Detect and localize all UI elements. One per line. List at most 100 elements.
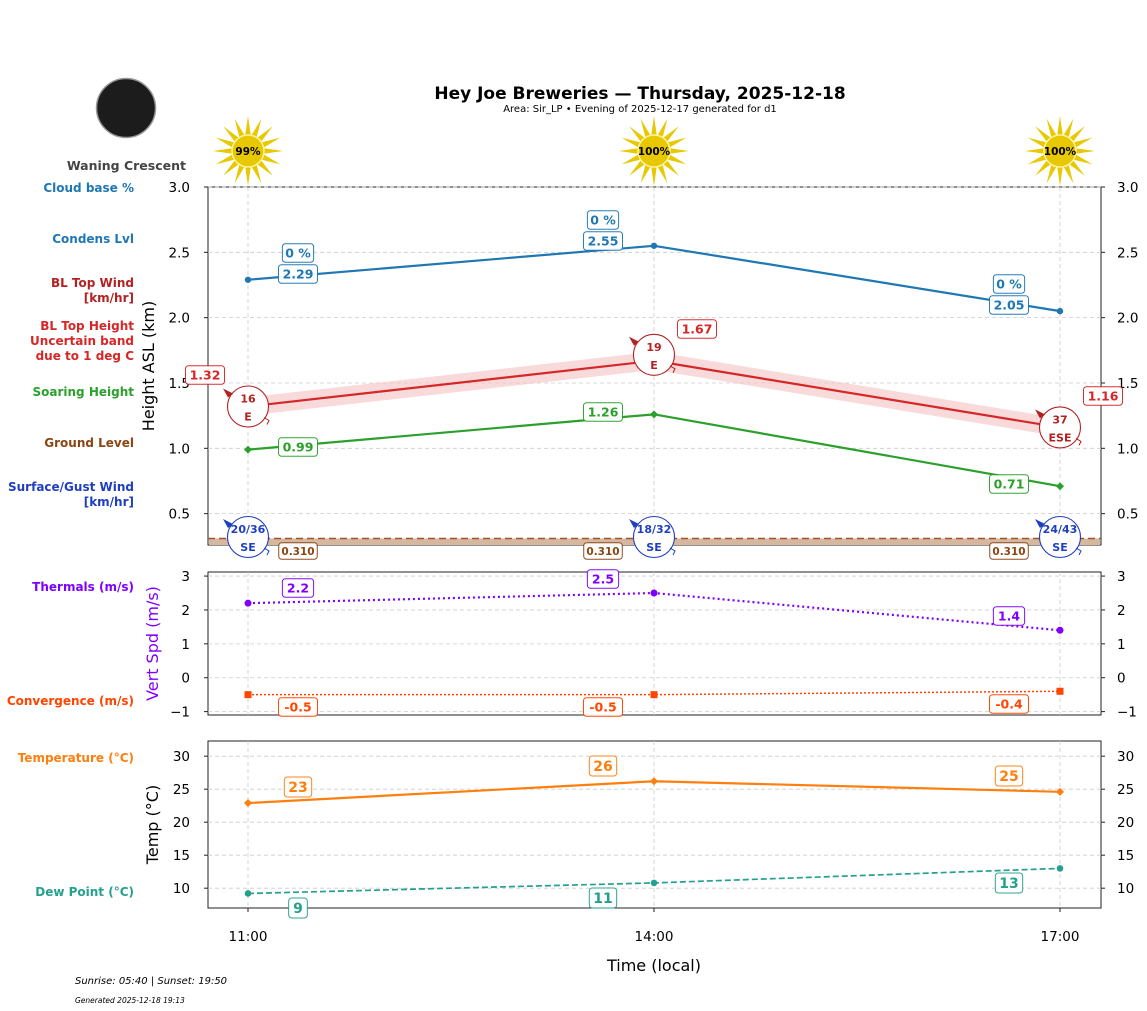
- thermals-label: 2.5: [592, 572, 614, 587]
- legend-label: due to 1 deg C: [36, 349, 135, 363]
- x-tick-label: 14:00: [635, 929, 674, 945]
- wind-arrow-icon: [1035, 409, 1045, 419]
- condens-level-label-box: [278, 264, 318, 284]
- dewpoint-point: [1056, 865, 1064, 872]
- y-tick-label: 3: [181, 569, 190, 585]
- legend-label: BL Top Height: [40, 319, 134, 333]
- legend-label: Convergence (m/s): [7, 694, 134, 708]
- wind-circle: [632, 333, 676, 376]
- soaring-point: [244, 445, 252, 454]
- ground-level-label-box: [989, 542, 1029, 560]
- sun-percent-label: 99%: [235, 146, 261, 158]
- legend-label: Thermals (m/s): [32, 580, 134, 594]
- convergence-label-box: [278, 697, 318, 717]
- temperature-label: 26: [593, 759, 612, 775]
- thermals-label-box: [586, 569, 620, 589]
- dewpoint-label-box: [288, 897, 308, 919]
- temperature-point: [650, 777, 658, 786]
- wind-circle: [1038, 406, 1082, 449]
- wind-speed: 20/36: [231, 523, 266, 536]
- legend-label: Cloud base %: [43, 181, 134, 195]
- bl-top-height-label: 1.67: [682, 322, 713, 337]
- thermals-point: [650, 589, 658, 597]
- condens-level-label-box: [989, 295, 1029, 315]
- sun-disc: [231, 134, 265, 168]
- y-tick-label: 10: [173, 881, 190, 897]
- cloud-base-pct-label: 0 %: [996, 277, 1022, 292]
- y-tick-label-right: 30: [1117, 749, 1134, 765]
- thermals-label: 2.2: [287, 581, 309, 596]
- sun-disc: [1043, 134, 1077, 168]
- wind-speed: 24/43: [1043, 523, 1078, 536]
- y-tick-label-right: 15: [1117, 848, 1134, 864]
- legend-label: Surface/Gust Wind: [8, 480, 134, 494]
- y-tick-label: 30: [173, 749, 190, 765]
- dewpoint-point: [244, 890, 252, 897]
- y-tick-label-right: 25: [1117, 782, 1134, 798]
- bl-top-wind: 19 E: [629, 333, 676, 376]
- y-axis-label: Vert Spd (m/s): [143, 586, 162, 701]
- wind-circle: [226, 385, 270, 428]
- dewpoint-label-box: [994, 872, 1024, 894]
- bl-top-wind: 16 E: [223, 385, 270, 428]
- x-tick-label: 17:00: [1041, 929, 1080, 945]
- wind-tail-icon: [263, 547, 270, 556]
- temperature-label-box: [283, 776, 313, 798]
- dewpoint-point: [650, 879, 658, 887]
- soaring-height-label-box: [278, 437, 318, 457]
- y-tick-label-right: 1.0: [1117, 441, 1138, 457]
- sun-icon: 100%: [619, 116, 689, 186]
- thermals-label-box: [281, 578, 315, 598]
- legend-label: Temperature (°C): [18, 751, 134, 765]
- y-tick-label-right: 10: [1117, 881, 1134, 897]
- bl-top-height-label-box: [677, 319, 717, 339]
- moon-phase-label: Waning Crescent: [67, 158, 186, 173]
- wind-direction: ESE: [1049, 431, 1072, 444]
- x-axis-label: Time (local): [606, 956, 701, 975]
- ground-level-label-box: [278, 542, 318, 560]
- condens-point: [650, 242, 658, 249]
- y-tick-label: 1: [181, 637, 190, 653]
- moon-icon: [95, 77, 157, 139]
- wind-tail-icon: [1075, 547, 1082, 556]
- convergence-label-box: [583, 697, 623, 717]
- legend-label: Dew Point (°C): [35, 885, 134, 899]
- surface-wind: 20/36 SE: [223, 515, 270, 559]
- wind-arrow-icon: [629, 336, 639, 346]
- generated-time: Generated 2025-12-18 19:13: [75, 996, 185, 1005]
- convergence-label: -0.4: [995, 697, 1023, 712]
- chart-subtitle: Area: Sir_LP • Evening of 2025-12-17 gen…: [503, 104, 777, 115]
- y-tick-label-right: 0.5: [1117, 507, 1138, 523]
- thermals-point: [1056, 626, 1064, 634]
- convergence-label-box: [989, 694, 1029, 714]
- sun-icon: 100%: [1025, 116, 1095, 186]
- y-axis-label: Temp (°C): [143, 785, 162, 865]
- wind-speed: 19: [646, 341, 661, 354]
- convergence-label: -0.5: [589, 700, 616, 715]
- temperature-label-box: [588, 755, 618, 777]
- temperature-label: 23: [288, 780, 307, 796]
- cloud-base-pct-label-box: [281, 243, 315, 263]
- temperature-point: [244, 799, 252, 808]
- y-tick-label-right: 2.0: [1117, 311, 1138, 327]
- soaring-height-label-box: [989, 474, 1029, 494]
- wind-circle: [226, 515, 270, 559]
- wind-direction: SE: [240, 541, 255, 554]
- wind-arrow-icon: [223, 388, 233, 398]
- wind-direction: E: [244, 411, 252, 424]
- cloud-base-pct-label: 0 %: [285, 246, 311, 261]
- soaring-height-label: 0.99: [283, 440, 314, 455]
- legend-label: Uncertain band: [30, 334, 134, 348]
- chart-title: Hey Joe Breweries — Thursday, 2025-12-18: [434, 84, 845, 104]
- y-tick-label: 2.0: [169, 311, 190, 327]
- dewpoint-label-box: [588, 887, 618, 909]
- thermals-point: [244, 599, 252, 607]
- dewpoint-label: 11: [593, 891, 612, 907]
- dewpoint-label: 9: [293, 901, 303, 917]
- temperature-label-box: [994, 765, 1024, 787]
- legend-label: Condens Lvl: [52, 232, 134, 246]
- condens-level-label: 2.55: [588, 234, 619, 249]
- temperature-point: [1056, 787, 1064, 796]
